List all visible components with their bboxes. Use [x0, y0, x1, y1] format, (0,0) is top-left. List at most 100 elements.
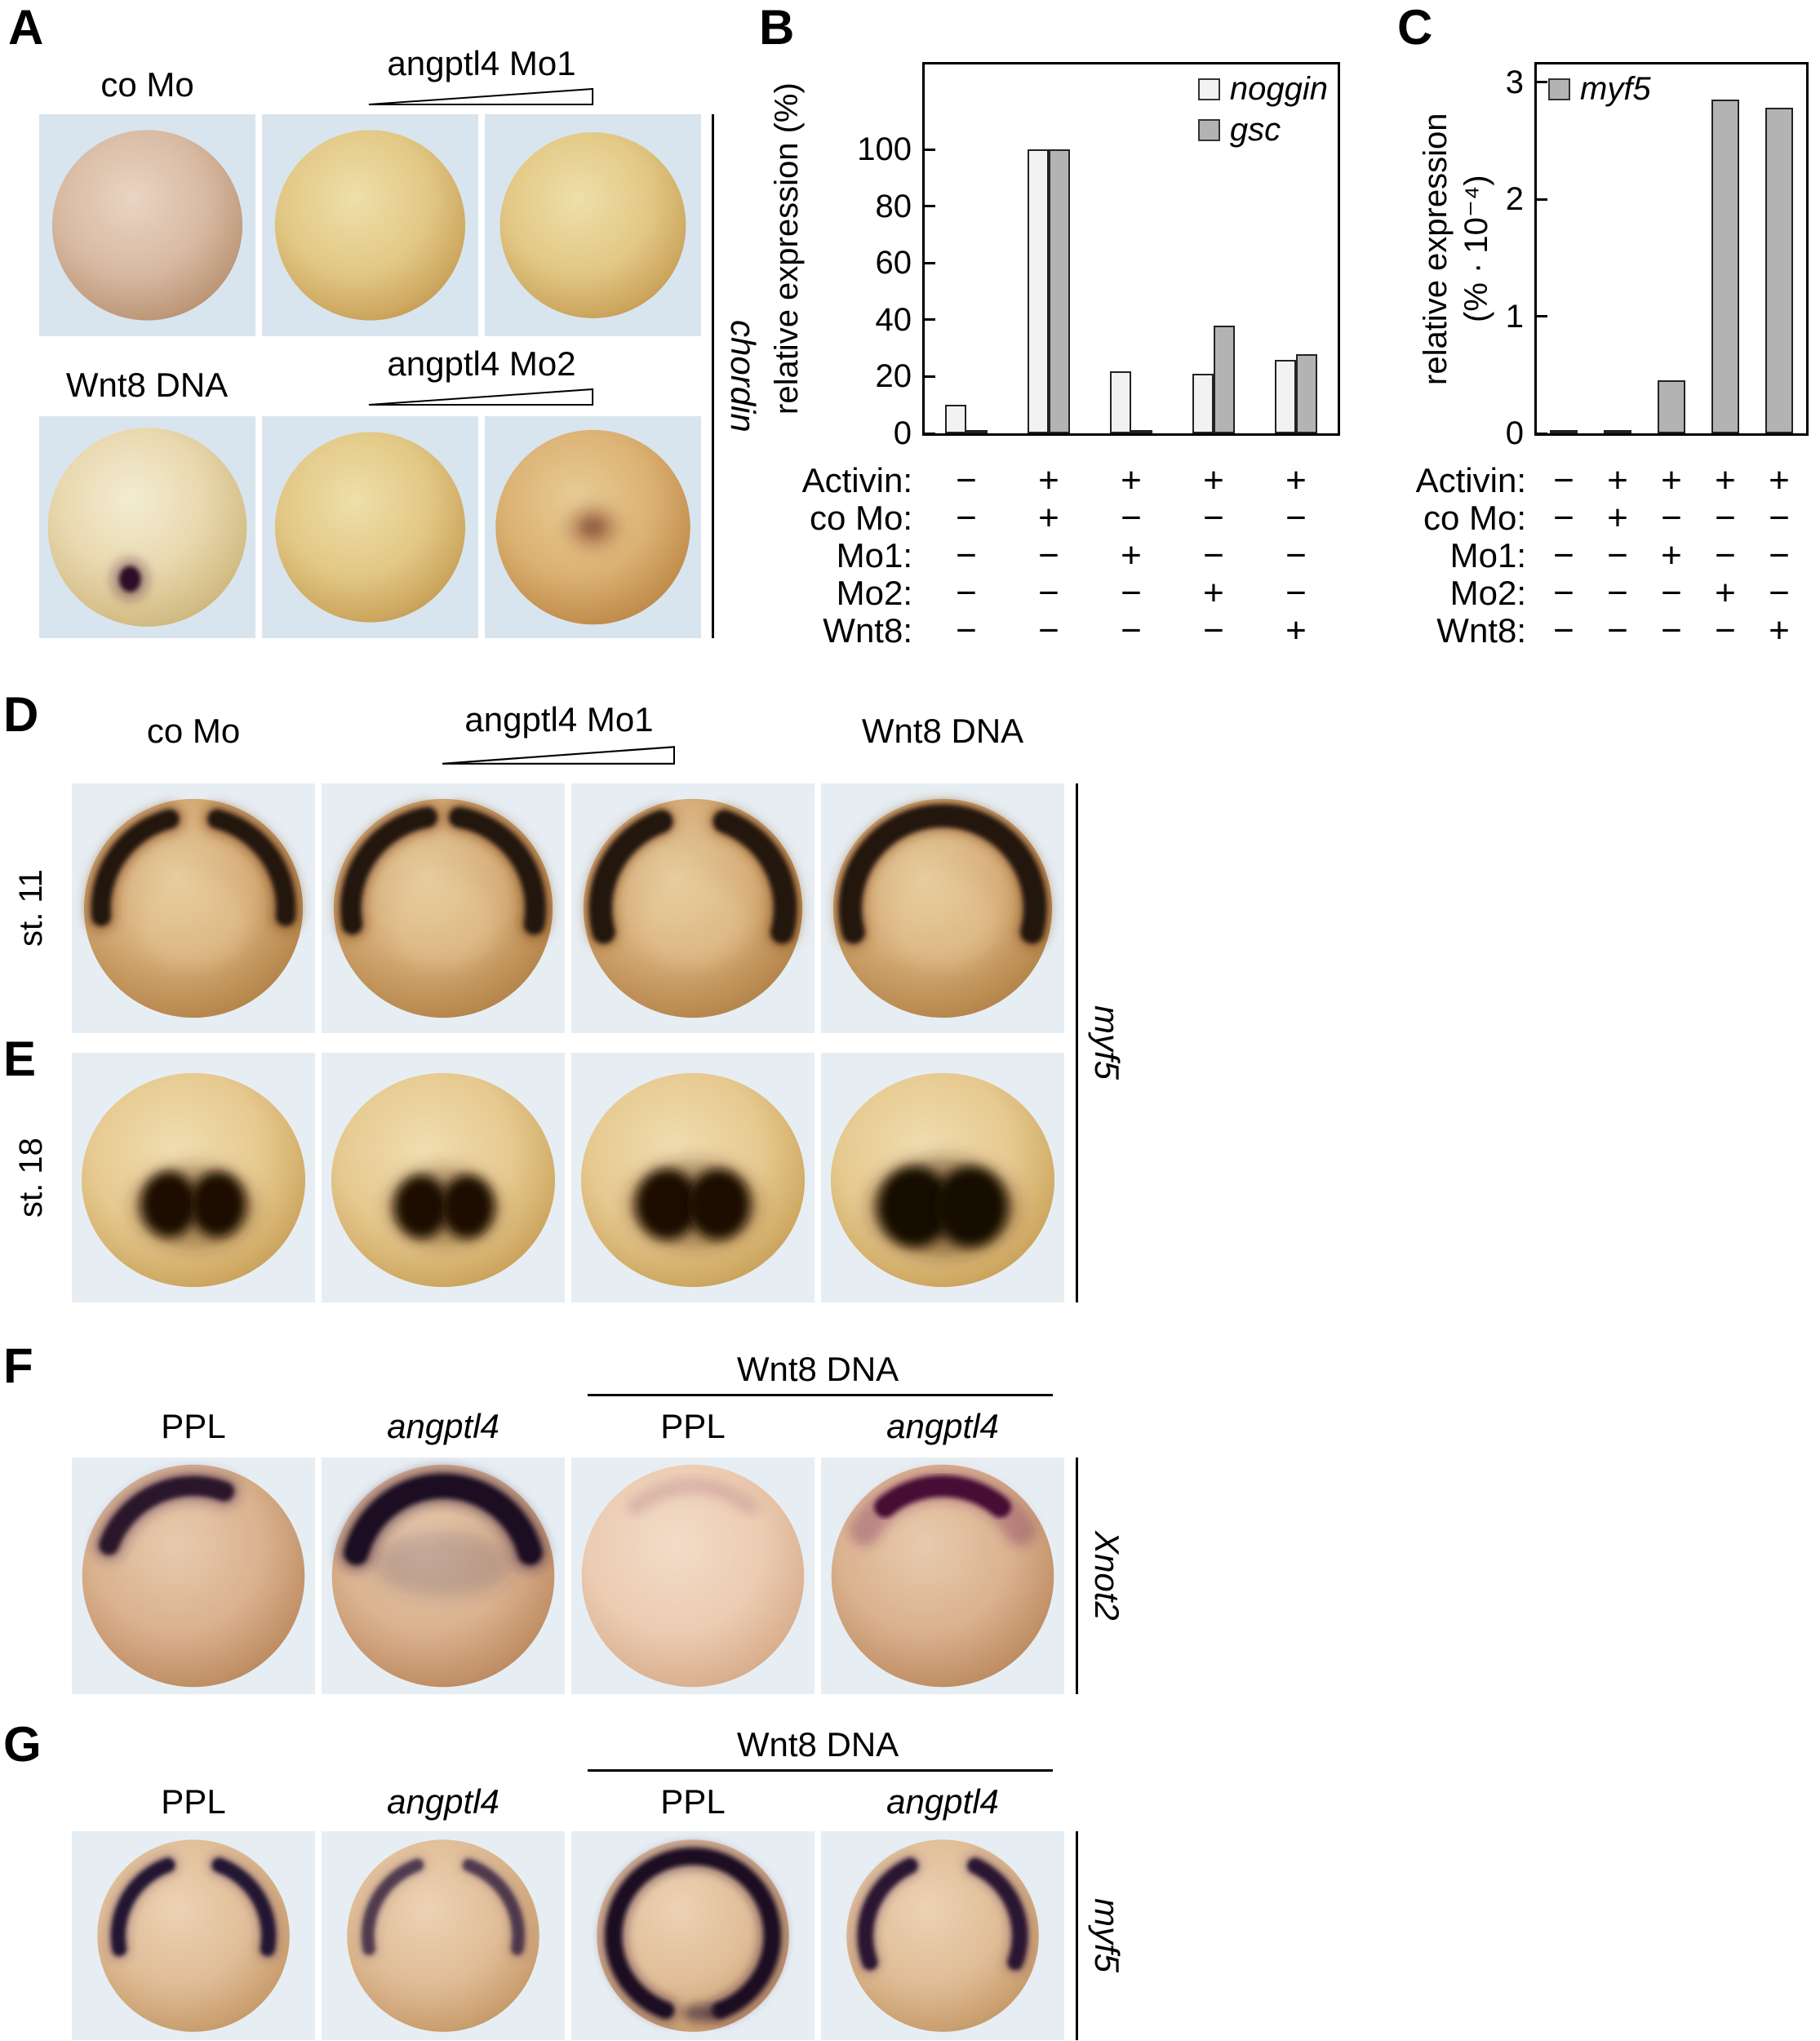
bar-gsc — [1296, 353, 1318, 433]
embryo-image-A-mo1-low — [262, 114, 478, 336]
wnt8-group-underline-F — [588, 1394, 1053, 1396]
embryo-image-D-wnt8 — [821, 783, 1064, 1033]
embryo-image-A-mo2-low — [262, 416, 478, 638]
treatment-value: + — [1285, 610, 1307, 650]
bar-myf5 — [1658, 380, 1685, 433]
embryo-image-D-mo1-low — [322, 783, 565, 1033]
treatment-value: − — [956, 460, 977, 500]
embryo-image-D-co-mo — [72, 783, 315, 1033]
embryo-image-A-mo1-high — [485, 114, 701, 336]
gene-label-line-DE — [1076, 783, 1078, 1302]
gene-label-chordin: chordin — [724, 320, 762, 433]
treatment-value: + — [1203, 573, 1224, 613]
treatment-value: − — [1769, 535, 1790, 575]
wnt8-group-underline-G — [588, 1769, 1053, 1772]
legend-label: myf5 — [1580, 71, 1651, 107]
treatment-value: − — [1285, 535, 1307, 575]
treatment-value: − — [956, 498, 977, 538]
label-wnt8-dna-D: Wnt8 DNA — [861, 712, 1024, 750]
treatment-row: Mo2: − − − + − — [1273, 575, 1812, 612]
embryo-image-D-mo1-high — [571, 783, 815, 1033]
label-co-mo-A: co Mo — [100, 65, 194, 104]
panel-letter-B: B — [759, 0, 795, 55]
embryo-image-G-angptl4 — [322, 1831, 565, 2040]
treatment-label: Mo1: — [836, 536, 912, 575]
treatment-value: − — [1661, 610, 1682, 650]
y-tick-label: 0 — [1505, 415, 1524, 451]
panel-letter-D: D — [3, 687, 39, 742]
label-angptl4-mo1-D: angptl4 Mo1 — [464, 700, 654, 739]
y-axis-label-C-line2: (% · 10⁻⁴) — [1458, 175, 1494, 323]
y-axis-label-B: relative expression (%) — [769, 82, 805, 415]
y-tick-label: 40 — [875, 301, 912, 338]
treatment-value: + — [1038, 498, 1059, 538]
treatment-row: Mo1: − − + − − — [1273, 537, 1812, 575]
y-tick-mark — [925, 148, 935, 151]
treatment-value: − — [1553, 498, 1574, 538]
treatment-row: Activin: − + + + + — [1273, 462, 1812, 499]
embryo-image-A-co-mo — [39, 114, 255, 336]
treatment-value: − — [1661, 498, 1682, 538]
treatment-value: − — [956, 535, 977, 575]
y-tick-label: 3 — [1505, 64, 1524, 100]
bar-myf5 — [1711, 100, 1739, 433]
y-tick-mark — [1537, 81, 1547, 84]
treatment-value: − — [1553, 460, 1574, 500]
label-angptl4-mo2-A: angptl4 Mo2 — [387, 344, 576, 383]
treatment-row: Wnt8: − − − − + — [1273, 612, 1812, 650]
embryo-image-G-ppl — [72, 1831, 315, 2040]
chart-C-plot: 0 1 2 3 myf5 — [1506, 62, 1809, 451]
treatment-value: − — [956, 610, 977, 650]
treatment-label: Activin: — [801, 461, 912, 499]
label-ppl-F1: PPL — [161, 1407, 226, 1445]
embryo-image-A-wnt8 — [39, 416, 255, 638]
treatment-value: − — [1203, 610, 1224, 650]
treatment-value: + — [1285, 460, 1307, 500]
bar-noggin — [1110, 370, 1131, 433]
treatment-row: Mo1: − − + − − — [571, 537, 1355, 575]
bar-myf5 — [1765, 108, 1793, 433]
legend-entry: noggin — [1197, 73, 1328, 105]
legend-entry: gsc — [1197, 112, 1328, 148]
label-ppl-G3: PPL — [660, 1782, 726, 1821]
bar-myf5 — [1550, 430, 1578, 433]
bar-noggin — [1192, 374, 1214, 433]
embryo-image-A-mo2-high — [485, 416, 701, 638]
embryo-image-F-angptl4 — [322, 1458, 565, 1694]
embryo-image-E-mo1-low — [322, 1053, 565, 1302]
gene-label-line-A — [712, 114, 714, 638]
legend-entry: myf5 — [1548, 73, 1651, 105]
treatment-value: − — [1038, 610, 1059, 650]
treatment-table-B: Activin: − + + + + co Mo: − + − − − Mo1: − − + − − Mo2: − − −… — [571, 462, 1355, 658]
treatment-value: − — [1553, 610, 1574, 650]
chart-B-plot: 0 20 40 60 80 100 noggin gsc — [857, 62, 1340, 451]
label-angptl4-F4: angptl4 — [886, 1407, 999, 1445]
label-angptl4-F2: angptl4 — [387, 1407, 499, 1445]
treatment-value: − — [1553, 535, 1574, 575]
legend-label: gsc — [1229, 112, 1281, 148]
embryo-image-F-ppl — [72, 1458, 315, 1694]
treatment-row: co Mo: − + − − − — [571, 499, 1355, 537]
label-wnt8-dna-A: Wnt8 DNA — [65, 366, 229, 404]
treatment-table-C: Activin: − + + + + co Mo: − + − − − Mo1: − − + − − Mo2: − − −… — [1273, 462, 1812, 658]
treatment-row: Activin: − + + + + — [571, 462, 1355, 499]
treatment-value: − — [956, 573, 977, 613]
treatment-value: + — [1715, 573, 1736, 613]
embryo-image-F-wnt8-angptl4 — [821, 1458, 1064, 1694]
chart-legend: noggin gsc — [1197, 73, 1328, 148]
treatment-label: Mo1: — [1449, 536, 1526, 575]
treatment-value: + — [1715, 460, 1736, 500]
label-wnt8-dna-G: Wnt8 DNA — [736, 1725, 899, 1764]
bar-gsc — [1214, 325, 1236, 433]
stage-label-st18: st. 18 — [13, 1138, 49, 1218]
embryo-image-F-wnt8-ppl — [571, 1458, 815, 1694]
y-tick-mark — [1537, 197, 1547, 201]
treatment-value: + — [1038, 460, 1059, 500]
y-tick-mark — [1537, 315, 1547, 318]
y-tick-mark — [925, 261, 935, 264]
treatment-label: Wnt8: — [823, 611, 912, 650]
treatment-label: Wnt8: — [1436, 611, 1526, 650]
label-angptl4-G4: angptl4 — [886, 1782, 999, 1821]
bar-myf5 — [1604, 430, 1631, 433]
